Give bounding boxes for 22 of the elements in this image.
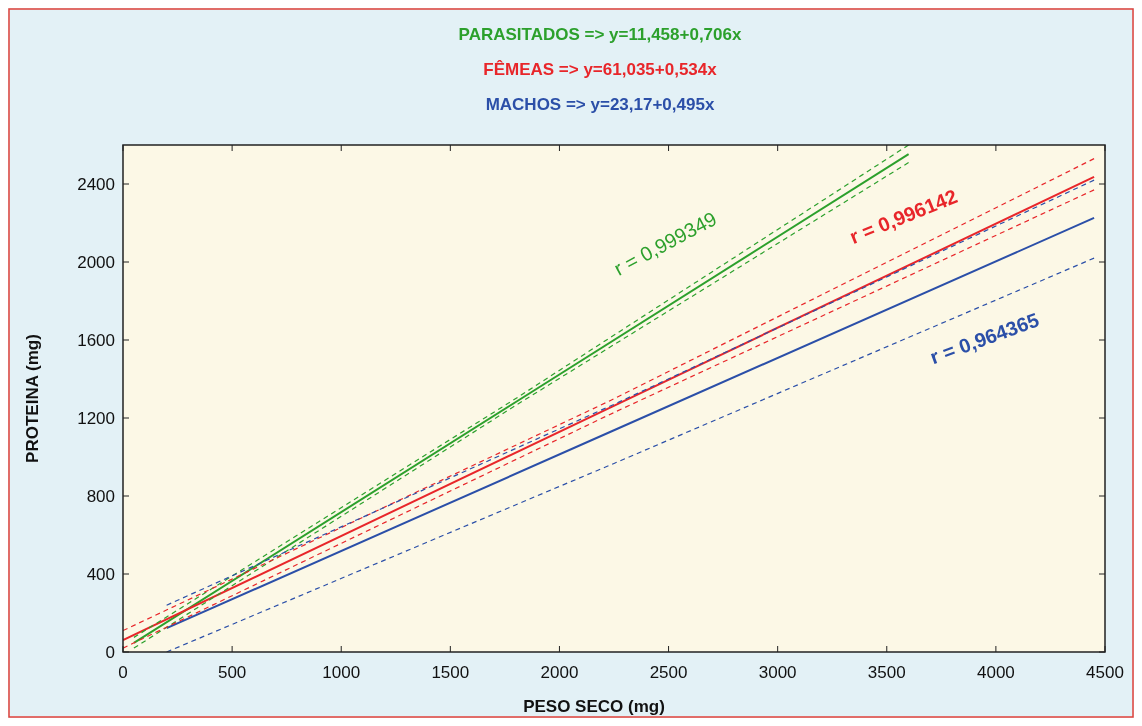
x-tick-label: 3000 [758, 663, 797, 682]
y-tick-label: 1200 [77, 409, 115, 428]
x-tick-label: 4000 [976, 663, 1015, 682]
y-tick-label: 0 [105, 643, 115, 662]
y-tick-label: 800 [86, 487, 115, 506]
y-tick-label: 2400 [77, 175, 115, 194]
x-tick-label: 4500 [1086, 663, 1124, 682]
y-axis-title: PROTEINA (mg) [23, 334, 42, 463]
text: PARASITADOS => y=11,458+0,706x [458, 25, 742, 44]
y-tick-label: 2000 [77, 253, 115, 272]
x-axis-title: PESO SECO (mg) [523, 697, 665, 716]
x-tick-label: 500 [217, 663, 247, 682]
y-tick-label: 400 [86, 565, 115, 584]
text: FÊMEAS => y=61,035+0,534x [483, 60, 718, 79]
y-tick-label: 1600 [77, 331, 115, 350]
x-tick-label: 1500 [431, 663, 470, 682]
text: MACHOS => y=23,17+0,495x [485, 95, 715, 114]
x-tick-label: 2000 [540, 663, 579, 682]
x-tick-label: 2500 [649, 663, 688, 682]
x-tick-label: 3500 [867, 663, 906, 682]
x-tick-label: 0 [118, 663, 128, 682]
x-tick-label: 1000 [322, 663, 361, 682]
